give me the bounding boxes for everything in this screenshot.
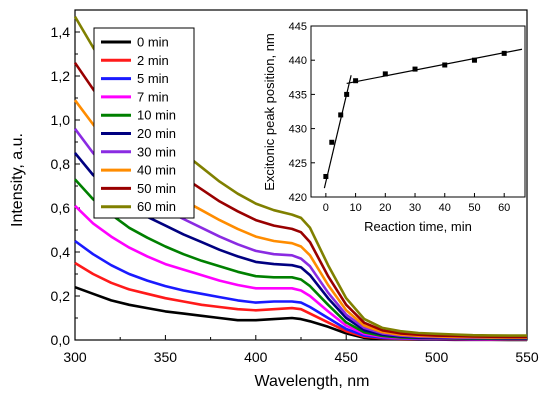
main-x-tick-label: 400 bbox=[244, 349, 268, 365]
inset-y-tick-label: 420 bbox=[289, 192, 307, 204]
inset-data-points bbox=[323, 50, 507, 179]
inset-y-axis: 420 425 430 435 440 445 bbox=[289, 21, 315, 204]
inset-y-tick-label: 430 bbox=[289, 124, 307, 136]
legend-label: 20 min bbox=[137, 126, 176, 141]
inset-data-point bbox=[353, 78, 359, 84]
inset-data-point bbox=[323, 173, 329, 179]
main-x-axis-title: Wavelength, nm bbox=[254, 373, 369, 390]
legend-label: 5 min bbox=[137, 71, 169, 86]
inset-background bbox=[311, 26, 525, 197]
main-y-tick-label: 0,6 bbox=[51, 200, 71, 216]
inset-data-point bbox=[442, 62, 448, 68]
inset-y-tick-label: 440 bbox=[289, 55, 307, 67]
main-y-tick-label: 1,4 bbox=[51, 24, 71, 40]
inset-x-tick-label: 10 bbox=[349, 202, 361, 214]
legend-label: 50 min bbox=[137, 181, 176, 196]
main-y-tick-label: 0,8 bbox=[51, 156, 71, 172]
inset-data-point bbox=[471, 57, 477, 63]
main-x-tick-label: 500 bbox=[425, 349, 449, 365]
inset-plot-frame bbox=[310, 25, 526, 198]
inset-y-tick-label: 445 bbox=[289, 21, 307, 33]
inset-data-point bbox=[382, 71, 388, 77]
main-y-axis: 0,0 0,2 0,4 0,6 0,8 1,0 1,2 1,4 bbox=[51, 24, 80, 348]
inset-data-point bbox=[412, 66, 418, 72]
inset-y-tick-label: 425 bbox=[289, 158, 307, 170]
inset-x-tick-label: 20 bbox=[379, 202, 391, 214]
legend: 0 min 2 min 5 min 7 min 10 min 20 min 30 min 40… bbox=[101, 35, 176, 214]
inset-data-point bbox=[344, 91, 350, 97]
main-y-tick-label: 0,0 bbox=[51, 332, 71, 348]
main-x-tick-label: 550 bbox=[515, 349, 539, 365]
inset-data-point bbox=[338, 112, 344, 118]
main-x-tick-label: 350 bbox=[154, 349, 178, 365]
inset-x-tick-label: 50 bbox=[468, 202, 480, 214]
inset-y-axis-title: Excitonic peak position, nm bbox=[262, 33, 277, 191]
legend-label: 7 min bbox=[137, 89, 169, 104]
inset-x-tick-label: 40 bbox=[439, 202, 451, 214]
main-y-axis-title: Intensity, a.u. bbox=[9, 133, 26, 227]
inset-fit-line bbox=[346, 48, 523, 85]
main-y-tick-label: 0,2 bbox=[51, 288, 71, 304]
main-y-tick-label: 1,0 bbox=[51, 112, 71, 128]
main-y-tick-label: 1,2 bbox=[51, 68, 71, 84]
inset-x-axis-title: Reaction time, min bbox=[364, 219, 472, 234]
inset-y-tick-label: 435 bbox=[289, 89, 307, 101]
legend-label: 60 min bbox=[137, 199, 176, 214]
inset-x-axis: 0 10 20 30 40 50 60 bbox=[323, 193, 510, 214]
series-line bbox=[74, 285, 527, 342]
main-x-axis: 300 350 400 450 500 550 bbox=[63, 335, 539, 365]
inset-x-tick-label: 60 bbox=[498, 202, 510, 214]
legend-label: 10 min bbox=[137, 108, 176, 123]
inset-data-point bbox=[329, 139, 335, 145]
inset-data-point bbox=[501, 50, 507, 56]
legend-label: 2 min bbox=[137, 53, 169, 68]
main-x-tick-label: 450 bbox=[335, 349, 359, 365]
legend-label: 30 min bbox=[137, 144, 176, 159]
inset-x-tick-label: 30 bbox=[409, 202, 421, 214]
legend-label: 40 min bbox=[137, 163, 176, 178]
main-x-tick-label: 300 bbox=[63, 349, 87, 365]
main-y-tick-label: 0,4 bbox=[51, 244, 71, 260]
legend-label: 0 min bbox=[137, 35, 169, 50]
inset-x-tick-label: 0 bbox=[323, 202, 329, 214]
